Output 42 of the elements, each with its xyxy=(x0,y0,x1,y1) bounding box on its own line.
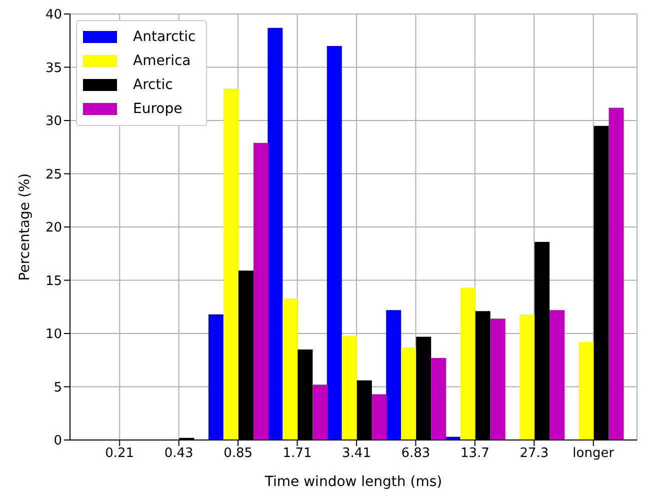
bar xyxy=(208,314,224,440)
x-tick-label: 0.43 xyxy=(164,446,194,462)
legend-label: Europe xyxy=(133,100,182,119)
y-tick-label: 40 xyxy=(45,8,62,23)
bar xyxy=(253,142,268,440)
bar xyxy=(578,342,594,440)
y-tick-label: 30 xyxy=(45,114,62,130)
x-tick-label: 27.3 xyxy=(520,446,549,462)
x-tick-label: longer xyxy=(572,446,615,462)
y-tick-label: 35 xyxy=(45,60,62,76)
bar xyxy=(342,336,357,440)
bar xyxy=(326,46,342,440)
x-axis-title: Time window length (ms) xyxy=(264,474,442,490)
y-tick-label: 10 xyxy=(45,327,62,342)
bar xyxy=(608,108,624,440)
y-axis-title: Percentage (%) xyxy=(16,173,33,281)
bar xyxy=(386,310,402,440)
y-tick-label: 0 xyxy=(54,434,62,449)
y-tick-label: 20 xyxy=(45,220,62,236)
y-tick-label: 15 xyxy=(45,274,62,289)
x-tick-label: 3.41 xyxy=(342,446,371,462)
bar xyxy=(520,314,535,440)
bar xyxy=(550,310,565,440)
y-tick-label: 5 xyxy=(54,380,62,396)
legend-label: Antarctic xyxy=(133,28,196,47)
bar xyxy=(431,358,446,440)
legend-label: America xyxy=(133,52,191,71)
bar xyxy=(268,28,283,440)
legend-label: Arctic xyxy=(133,76,173,95)
y-tick-label: 25 xyxy=(45,167,62,182)
bar xyxy=(460,288,476,440)
x-tick-label: 1.71 xyxy=(282,446,312,462)
x-tick-label: 0.21 xyxy=(105,446,134,462)
bar xyxy=(372,394,387,440)
bar xyxy=(223,88,238,440)
x-tick-label: 6.83 xyxy=(401,446,430,462)
x-tick-label: 13.7 xyxy=(460,446,490,462)
x-tick-label: 0.85 xyxy=(224,446,253,462)
bar xyxy=(312,384,328,440)
bar xyxy=(490,318,506,440)
bar xyxy=(282,298,298,440)
bar xyxy=(401,347,416,440)
